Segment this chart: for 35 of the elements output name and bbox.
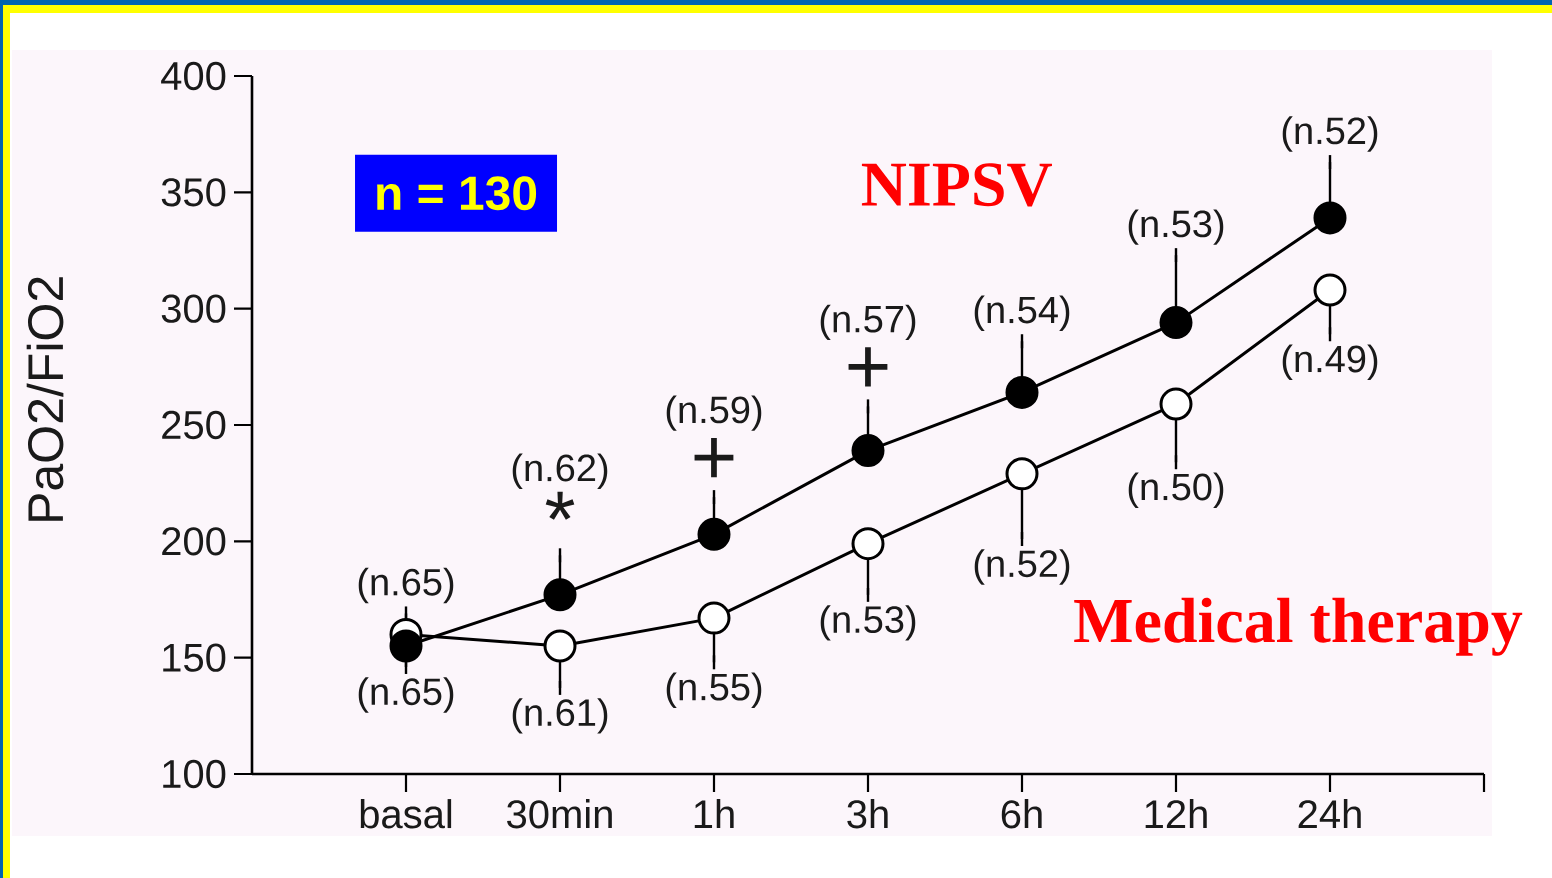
y-tick-label: 200	[162, 527, 226, 556]
text: NIPSV	[861, 163, 1052, 207]
x-tick-label: basal	[360, 799, 452, 829]
x-tick-label: 6h	[1001, 799, 1042, 829]
x-tick-label: 30min	[507, 799, 612, 829]
y-tick-label: 400	[161, 61, 226, 91]
annotation: (n.61)	[512, 698, 608, 734]
x-tick-label: 24h	[1298, 799, 1361, 829]
y-tick-label: 350	[161, 178, 226, 207]
annotation: (n.53)	[1128, 209, 1224, 245]
y-tick-label: 250	[162, 410, 226, 440]
legend-label: Medical therapy	[1074, 597, 1523, 656]
annotation: (n.62)	[512, 453, 608, 489]
x-tick-label: 3h	[847, 799, 888, 829]
y-tick-label: 100	[163, 759, 226, 789]
annotation: (n.65)	[358, 567, 454, 604]
annotation: (n.52)	[1282, 116, 1378, 152]
annotation: (n.53)	[820, 605, 916, 641]
annotation: (n.59)	[666, 395, 762, 431]
y-axis-title: PaO2/FiO2	[26, 277, 64, 521]
y-tick-label: 300	[161, 294, 226, 323]
annotation: +	[848, 347, 888, 387]
y-tick-label: 150	[163, 643, 226, 672]
annotation: n = 130	[377, 176, 537, 211]
annotation: *	[545, 491, 575, 520]
x-tick-label: 1h	[694, 799, 734, 829]
annotation: (n.50)	[1128, 472, 1224, 508]
x-tick-label: 12h	[1145, 799, 1207, 829]
annotation: (n.52)	[974, 549, 1070, 585]
annotation: (n.65)	[358, 677, 454, 713]
annotation: (n.57)	[820, 304, 916, 341]
annotation: (n.49)	[1282, 344, 1378, 380]
annotation: (n.54)	[974, 295, 1070, 331]
annotation: +	[694, 438, 734, 478]
annotation: (n.55)	[666, 672, 762, 709]
